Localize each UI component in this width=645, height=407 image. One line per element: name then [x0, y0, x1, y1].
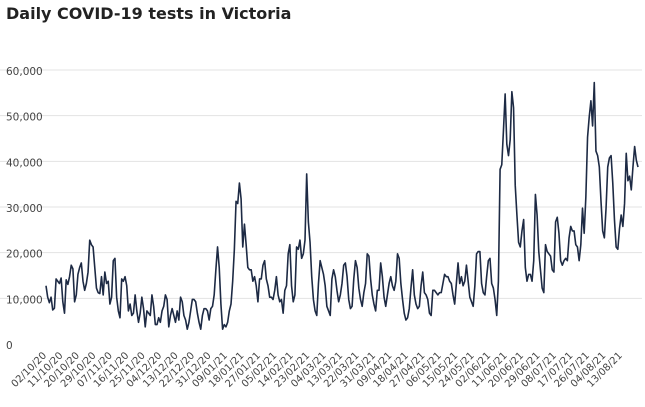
- y-tick-label: 30,000: [6, 203, 43, 215]
- y-tick-label: 0: [6, 340, 13, 352]
- y-tick-label: 60,000: [6, 66, 43, 78]
- y-tick-label: 10,000: [6, 294, 43, 306]
- x-axis-ticks: 02/10/2011/10/2020/10/2029/10/2007/11/20…: [10, 350, 625, 390]
- y-tick-label: 20,000: [6, 249, 43, 261]
- chart-title: Daily COVID-19 tests in Victoria: [6, 4, 292, 23]
- y-axis-ticks: 0 10,000 20,000 30,000 40,000 50,000 60,000: [6, 66, 43, 352]
- y-tick-label: 40,000: [6, 157, 43, 169]
- y-tick-label: 50,000: [6, 112, 43, 124]
- series-layer: [45, 81, 639, 330]
- series-line: [45, 81, 639, 330]
